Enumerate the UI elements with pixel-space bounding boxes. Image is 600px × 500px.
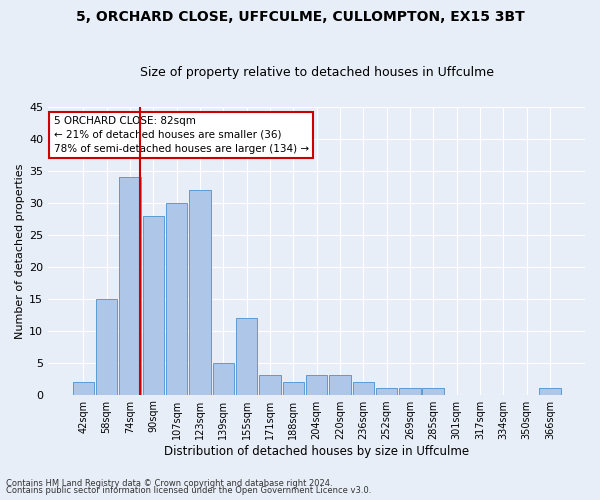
- Bar: [376, 388, 397, 394]
- Bar: [166, 203, 187, 394]
- Bar: [143, 216, 164, 394]
- Bar: [189, 190, 211, 394]
- X-axis label: Distribution of detached houses by size in Uffculme: Distribution of detached houses by size …: [164, 444, 469, 458]
- Bar: [399, 388, 421, 394]
- Bar: [119, 178, 140, 394]
- Bar: [283, 382, 304, 394]
- Bar: [73, 382, 94, 394]
- Bar: [259, 376, 281, 394]
- Bar: [306, 376, 328, 394]
- Bar: [96, 298, 118, 394]
- Bar: [353, 382, 374, 394]
- Y-axis label: Number of detached properties: Number of detached properties: [15, 163, 25, 338]
- Bar: [539, 388, 560, 394]
- Text: 5, ORCHARD CLOSE, UFFCULME, CULLOMPTON, EX15 3BT: 5, ORCHARD CLOSE, UFFCULME, CULLOMPTON, …: [76, 10, 524, 24]
- Bar: [212, 362, 234, 394]
- Text: 5 ORCHARD CLOSE: 82sqm
← 21% of detached houses are smaller (36)
78% of semi-det: 5 ORCHARD CLOSE: 82sqm ← 21% of detached…: [53, 116, 308, 154]
- Bar: [236, 318, 257, 394]
- Title: Size of property relative to detached houses in Uffculme: Size of property relative to detached ho…: [140, 66, 494, 80]
- Bar: [422, 388, 444, 394]
- Bar: [329, 376, 350, 394]
- Text: Contains HM Land Registry data © Crown copyright and database right 2024.: Contains HM Land Registry data © Crown c…: [6, 478, 332, 488]
- Text: Contains public sector information licensed under the Open Government Licence v3: Contains public sector information licen…: [6, 486, 371, 495]
